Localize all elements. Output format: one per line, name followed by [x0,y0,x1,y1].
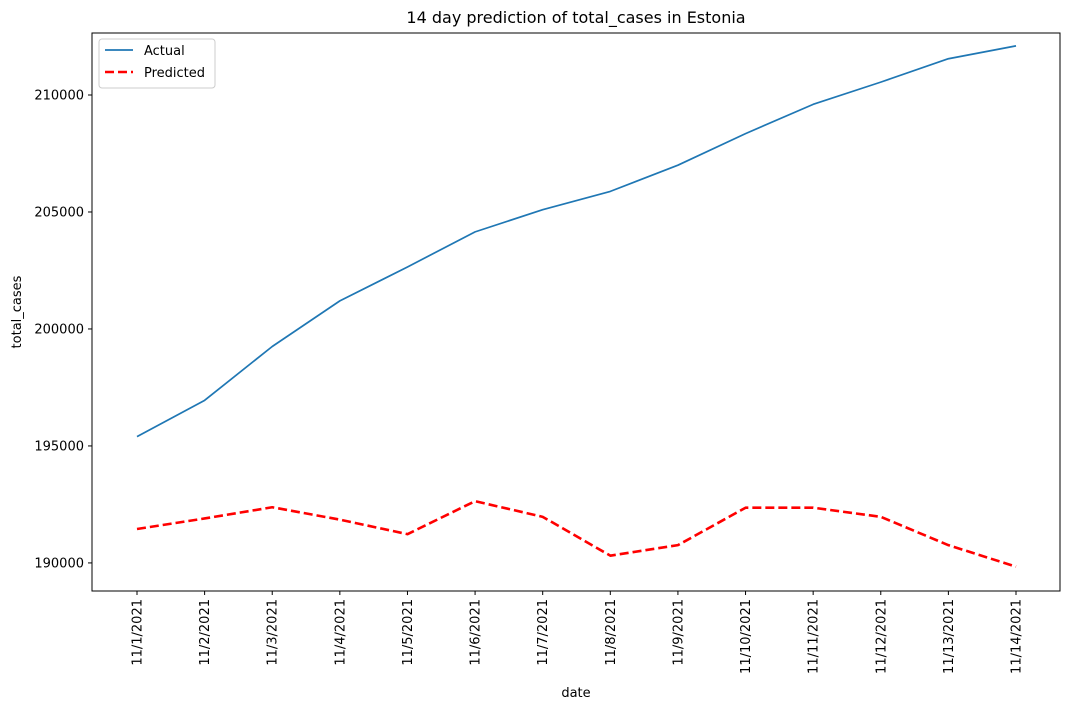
series-line-actual [136,45,1017,438]
x-tick-label: 11/4/2021 [333,599,348,666]
chart-title: 14 day prediction of total_cases in Esto… [406,8,745,28]
x-tick-label: 11/6/2021 [469,599,484,666]
y-tick-label: 205000 [34,205,84,220]
x-tick-label: 11/8/2021 [604,599,619,666]
legend-label-actual: Actual [144,44,185,59]
x-tick-label: 11/5/2021 [401,599,416,666]
x-tick-label: 11/12/2021 [874,599,889,674]
y-axis: 190000 195000 200000 205000 210000 [34,89,92,571]
x-tick-label: 11/3/2021 [266,599,281,666]
x-tick-label: 11/9/2021 [671,599,686,666]
legend-label-predicted: Predicted [144,66,205,81]
x-tick-label: 11/2/2021 [198,599,213,666]
x-tick-label: 11/1/2021 [131,599,146,666]
x-tick-label: 11/11/2021 [807,599,822,674]
y-tick-label: 190000 [34,556,84,571]
y-tick-label: 200000 [34,322,84,337]
plot-frame [91,32,1061,592]
x-axis-label: date [561,686,590,701]
series-line-predicted [136,499,1017,568]
legend-box [98,38,216,89]
x-tick-label: 11/7/2021 [536,599,551,666]
y-axis-label: total_cases [10,275,25,348]
x-tick-label: 11/10/2021 [739,599,754,674]
y-tick-label: 195000 [34,439,84,454]
x-tick-label: 11/14/2021 [1010,599,1025,674]
legend: Actual Predicted [98,38,216,89]
x-axis: 11/1/2021 11/2/2021 11/3/2021 11/4/2021 11/5… [131,591,1025,674]
series-layer [136,45,1017,568]
y-tick-label: 210000 [34,89,84,104]
plot-area [91,32,1061,592]
x-tick-label: 11/13/2021 [942,599,957,674]
